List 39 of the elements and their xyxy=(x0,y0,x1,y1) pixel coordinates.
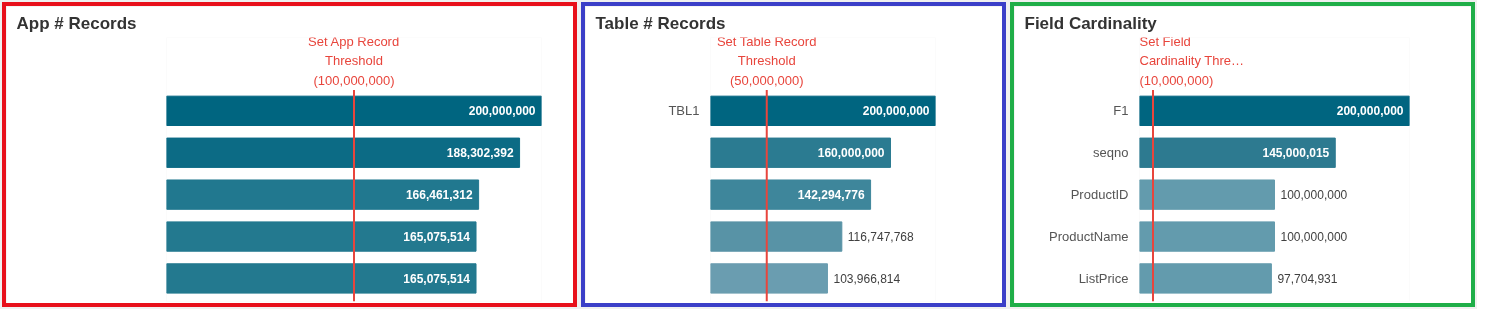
bar xyxy=(710,179,872,210)
data-label: 166,461,312 xyxy=(405,188,473,203)
data-label: 165,075,514 xyxy=(403,230,471,245)
bar xyxy=(710,221,843,252)
bar xyxy=(1139,179,1275,210)
bar xyxy=(166,179,480,210)
data-label: 200,000,000 xyxy=(468,104,536,119)
data-label: 100,000,000 xyxy=(1280,188,1348,203)
bar xyxy=(1139,263,1272,294)
chart-title: Table # Records xyxy=(595,13,726,33)
bar xyxy=(710,95,936,126)
data-label: 100,000,000 xyxy=(1280,230,1348,245)
data-label: 142,294,776 xyxy=(797,188,865,203)
bar xyxy=(166,263,477,294)
bar xyxy=(1139,95,1410,126)
y-tick-label: TBL1 xyxy=(668,103,700,119)
data-label: 116,747,768 xyxy=(847,230,915,245)
y-tick-label: F1 xyxy=(1113,103,1129,119)
y-tick-label: ProductID xyxy=(1070,187,1129,203)
y-tick-label: ProductName xyxy=(1049,229,1129,245)
bar xyxy=(166,137,521,168)
bar xyxy=(166,221,477,252)
y-tick-label: ListPrice xyxy=(1078,270,1129,286)
data-label: 145,000,015 xyxy=(1262,146,1330,161)
bar xyxy=(1139,137,1336,168)
data-label: 200,000,000 xyxy=(862,104,930,119)
data-label: 103,966,814 xyxy=(833,271,901,286)
data-label: 200,000,000 xyxy=(1336,104,1404,119)
chart-title: Field Cardinality xyxy=(1024,13,1158,33)
data-label: 165,075,514 xyxy=(403,271,471,286)
bar xyxy=(710,137,891,168)
data-label: 97,704,931 xyxy=(1277,271,1338,286)
data-label: 160,000,000 xyxy=(817,146,885,161)
bar xyxy=(166,95,542,126)
data-label: 188,302,392 xyxy=(446,146,514,161)
bar xyxy=(710,263,828,294)
y-tick-label: seqno xyxy=(1093,145,1129,161)
chart-title: App # Records xyxy=(16,13,137,33)
bar xyxy=(1139,221,1275,252)
